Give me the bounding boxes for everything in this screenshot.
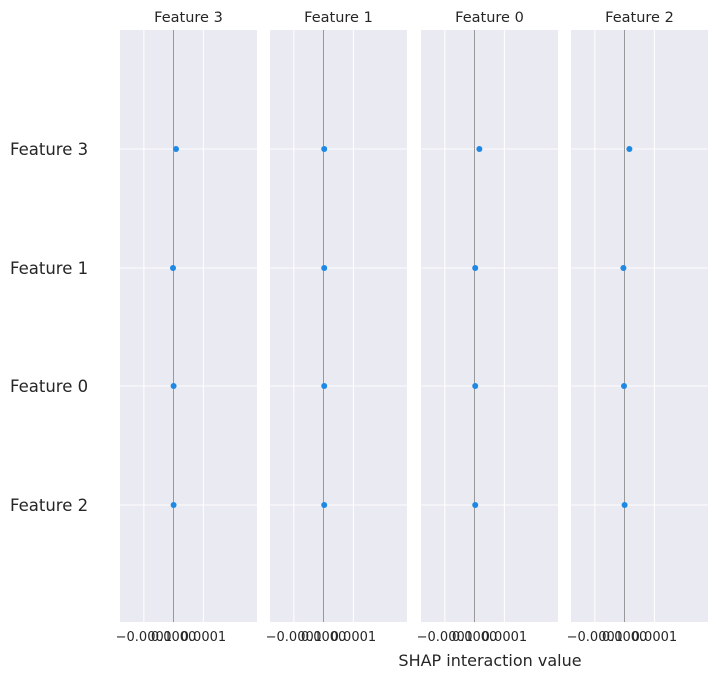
- x-tick-label: 0.0001: [632, 630, 678, 645]
- x-tick-label: −0.0001: [567, 630, 623, 645]
- data-point: [476, 146, 483, 152]
- panel-background: [270, 30, 407, 622]
- x-tick-label: 0.0001: [482, 630, 528, 645]
- row-label-3: Feature 2: [10, 496, 88, 515]
- data-point: [321, 502, 328, 508]
- x-tick-label: 0.0000: [602, 630, 648, 645]
- panel-background: [421, 30, 558, 622]
- x-tick-label: 0.0000: [301, 630, 347, 645]
- data-point: [321, 265, 328, 271]
- panel-title: Feature 1: [304, 10, 373, 26]
- x-tick-label: −0.0001: [417, 630, 473, 645]
- x-axis-label: SHAP interaction value: [398, 651, 581, 670]
- panel-background: [571, 30, 708, 622]
- data-point: [472, 383, 479, 389]
- data-point: [626, 146, 633, 152]
- data-point: [170, 265, 177, 271]
- panel-title: Feature 3: [154, 10, 223, 26]
- x-tick-label: 0.0001: [331, 630, 377, 645]
- panel-background: [120, 30, 257, 622]
- data-point: [321, 146, 328, 152]
- data-point: [172, 146, 179, 152]
- data-point: [620, 265, 627, 271]
- row-label-0: Feature 3: [10, 140, 88, 159]
- x-tick-label: 0.0000: [151, 630, 197, 645]
- x-tick-label: −0.0001: [116, 630, 172, 645]
- data-point: [472, 502, 479, 508]
- data-point: [621, 502, 628, 508]
- data-point: [170, 383, 177, 389]
- x-tick-label: −0.0001: [266, 630, 322, 645]
- data-point: [472, 265, 479, 271]
- data-point: [621, 383, 628, 389]
- panel-title: Feature 0: [455, 10, 524, 26]
- row-label-1: Feature 1: [10, 259, 88, 278]
- row-label-2: Feature 0: [10, 377, 88, 396]
- panel-title: Feature 2: [605, 10, 674, 26]
- data-point: [321, 383, 328, 389]
- data-point: [170, 502, 177, 508]
- x-tick-label: 0.0001: [181, 630, 227, 645]
- x-tick-label: 0.0000: [452, 630, 498, 645]
